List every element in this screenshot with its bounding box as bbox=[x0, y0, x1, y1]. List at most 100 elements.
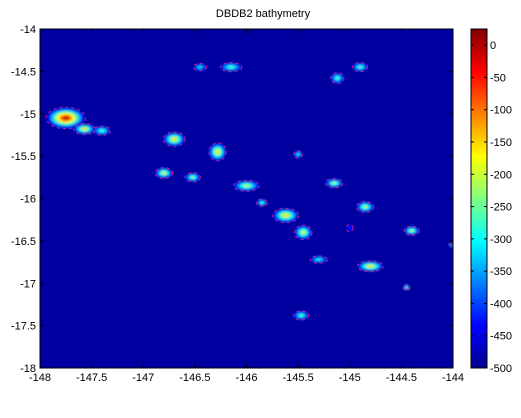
feature-contour bbox=[301, 231, 305, 234]
bathymetry-feature bbox=[358, 261, 383, 272]
bathymetry-feature bbox=[193, 63, 207, 71]
feature-contour bbox=[229, 66, 233, 69]
feature-contour bbox=[348, 227, 351, 230]
colorbar-tick-label: -50 bbox=[490, 72, 506, 84]
x-tick-label: -147 bbox=[132, 372, 154, 384]
feature-outline bbox=[330, 72, 345, 84]
feature-outline bbox=[293, 150, 303, 159]
x-tick-label: -147.5 bbox=[76, 372, 107, 384]
feature-contour bbox=[199, 66, 202, 69]
feature-contour bbox=[244, 184, 249, 187]
y-axis: -18 -17.5 -17 -16.5 -16 -15.5 -15 -14.5 -14 bbox=[11, 24, 453, 375]
y-tick-label: -14 bbox=[20, 24, 36, 36]
colorbar-tick-label: 0 bbox=[490, 40, 496, 52]
x-tick-label: -144.5 bbox=[386, 372, 417, 384]
y-tick-label: -18 bbox=[20, 363, 36, 375]
feature-contour bbox=[283, 214, 288, 217]
colorbar-tick-label: -100 bbox=[490, 105, 512, 117]
feature-outline bbox=[256, 198, 268, 207]
y-tick-label: -15.5 bbox=[11, 151, 36, 163]
feature-contour bbox=[332, 182, 336, 185]
colorbar-tick-label: -200 bbox=[490, 169, 512, 181]
feature-outline bbox=[448, 242, 453, 248]
colorbar-tick-label: -250 bbox=[490, 202, 512, 214]
feature-outline bbox=[208, 142, 227, 162]
feature-outline bbox=[356, 201, 375, 213]
feature-contour bbox=[172, 138, 176, 141]
bathymetry-feature bbox=[448, 243, 453, 247]
feature-outline bbox=[351, 62, 369, 73]
bathymetry-feature bbox=[47, 107, 85, 129]
feature-outline bbox=[345, 224, 354, 233]
feature-contour bbox=[317, 258, 321, 261]
bathymetry-feature bbox=[403, 284, 410, 291]
bathymetry-feature bbox=[234, 180, 259, 191]
feature-contour bbox=[62, 116, 69, 120]
bathymetry-feature bbox=[74, 123, 95, 135]
bathymetry-feature bbox=[331, 73, 344, 84]
colorbar-tick-label: -150 bbox=[490, 137, 512, 149]
bathymetry-feature bbox=[185, 173, 201, 182]
x-tick-label: -145 bbox=[339, 372, 361, 384]
feature-contour bbox=[191, 176, 195, 179]
feature-outline bbox=[232, 179, 261, 192]
feature-contour bbox=[410, 229, 413, 232]
colorbar: -500-450-400-350-300-250-200-150-100-500 bbox=[470, 28, 512, 375]
feature-contour bbox=[297, 153, 300, 156]
colorbar-tick-label: -400 bbox=[490, 298, 512, 310]
feature-outline bbox=[403, 225, 420, 236]
x-axis: -148 -147.5 -147 -146.5 -146 -145.5 -145 -144.5… bbox=[29, 29, 464, 384]
colorbar-ticks: -500-450-400-350-300-250-200-150-100-500 bbox=[471, 40, 512, 375]
colorbar-tick-label: -450 bbox=[490, 331, 512, 343]
bathymetry-feature bbox=[220, 62, 242, 72]
feature-contour bbox=[405, 286, 408, 289]
feature-contour bbox=[82, 128, 87, 131]
y-tick-label: -17 bbox=[20, 278, 36, 290]
y-tick-label: -16.5 bbox=[11, 236, 36, 248]
y-tick-label: -15 bbox=[20, 109, 36, 121]
bathymetry-feature bbox=[209, 143, 226, 161]
x-tick-label: -148 bbox=[29, 372, 51, 384]
feature-contour bbox=[449, 244, 452, 247]
feature-outline bbox=[219, 62, 243, 73]
bathymetry-feature bbox=[352, 62, 368, 72]
feature-outline bbox=[309, 255, 328, 264]
feature-contour bbox=[300, 314, 303, 317]
feature-contour bbox=[363, 205, 367, 208]
bathymetry-feature bbox=[293, 151, 303, 158]
feature-contour bbox=[100, 129, 104, 132]
bathymetry-feature bbox=[326, 179, 343, 188]
chart-title: DBDB2 bathymetry bbox=[216, 8, 311, 20]
bathymetry-feature bbox=[155, 167, 173, 179]
feature-outline bbox=[154, 167, 174, 179]
y-tick-label: -16 bbox=[20, 194, 36, 206]
bathymetry-feature bbox=[356, 201, 374, 213]
x-tick-label: -146.5 bbox=[179, 372, 210, 384]
bathymetry-feature bbox=[404, 226, 419, 235]
feature-contour bbox=[162, 172, 166, 175]
feature-outline bbox=[402, 284, 411, 291]
feature-contour bbox=[260, 201, 263, 204]
y-tick-label: -17.5 bbox=[11, 321, 36, 333]
y-tick-label: -14.5 bbox=[11, 66, 36, 78]
feature-contour bbox=[358, 66, 362, 69]
feature-outline bbox=[356, 260, 384, 273]
colorbar-tick-label: -300 bbox=[490, 234, 512, 246]
colorbar-tick-label: -350 bbox=[490, 266, 512, 278]
x-tick-label: -144 bbox=[442, 372, 464, 384]
feature-outline bbox=[92, 125, 112, 136]
feature-outline bbox=[272, 207, 300, 224]
feature-outline bbox=[294, 224, 313, 241]
x-tick-label: -146 bbox=[235, 372, 257, 384]
feature-outline bbox=[162, 131, 186, 147]
feature-outline bbox=[45, 106, 86, 130]
colorbar-tick-label: -500 bbox=[490, 363, 512, 375]
bathymetry-feature bbox=[310, 256, 328, 263]
bathymetry-feature bbox=[256, 199, 268, 207]
bathymetry-feature bbox=[346, 224, 353, 232]
bathymetry-feature bbox=[293, 311, 309, 320]
bathymetry-features bbox=[45, 62, 453, 321]
feature-contour bbox=[368, 265, 373, 268]
colorbar-gradient bbox=[470, 28, 488, 369]
